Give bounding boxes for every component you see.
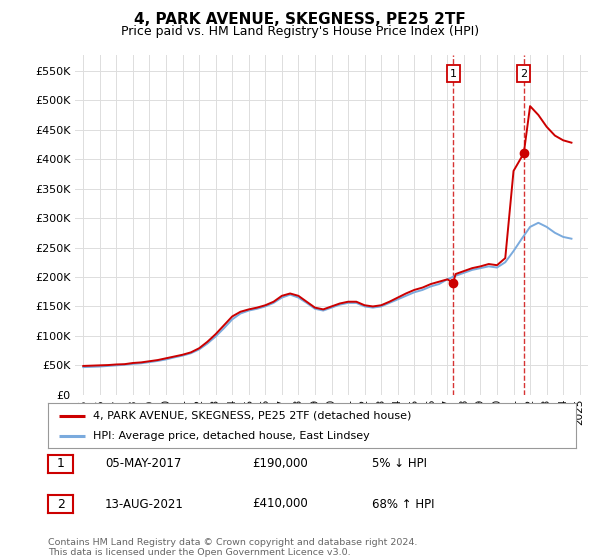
Text: 05-MAY-2017: 05-MAY-2017	[105, 457, 181, 470]
Text: 4, PARK AVENUE, SKEGNESS, PE25 2TF: 4, PARK AVENUE, SKEGNESS, PE25 2TF	[134, 12, 466, 27]
Text: £190,000: £190,000	[252, 457, 308, 470]
Text: 2: 2	[520, 68, 527, 78]
Text: 2: 2	[56, 497, 65, 511]
Text: 1: 1	[449, 68, 457, 78]
Text: HPI: Average price, detached house, East Lindsey: HPI: Average price, detached house, East…	[93, 431, 370, 441]
Text: 4, PARK AVENUE, SKEGNESS, PE25 2TF (detached house): 4, PARK AVENUE, SKEGNESS, PE25 2TF (deta…	[93, 410, 411, 421]
Text: Price paid vs. HM Land Registry's House Price Index (HPI): Price paid vs. HM Land Registry's House …	[121, 25, 479, 38]
Text: 5% ↓ HPI: 5% ↓ HPI	[372, 457, 427, 470]
Text: 13-AUG-2021: 13-AUG-2021	[105, 497, 184, 511]
Text: 1: 1	[56, 457, 65, 470]
Text: 68% ↑ HPI: 68% ↑ HPI	[372, 497, 434, 511]
Text: Contains HM Land Registry data © Crown copyright and database right 2024.
This d: Contains HM Land Registry data © Crown c…	[48, 538, 418, 557]
Text: £410,000: £410,000	[252, 497, 308, 511]
